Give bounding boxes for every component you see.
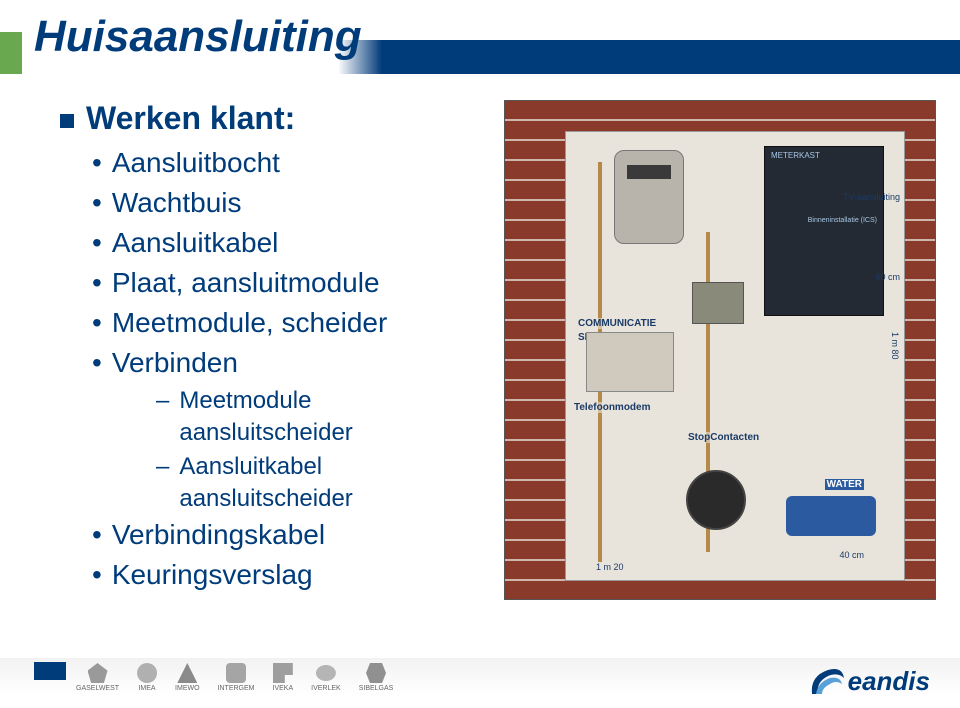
dot-bullet-icon: • xyxy=(92,145,102,181)
slide-title: Huisaansluiting xyxy=(34,12,362,62)
brand-name: eandis xyxy=(848,666,930,697)
partner-label: IMEWO xyxy=(175,685,200,692)
photo-annot-1m80: 1 m 80 xyxy=(890,332,900,360)
photo-label-communicatie: COMMUNICATIE xyxy=(576,318,658,329)
bullet-lvl3-text: Aansluitkabel aansluitscheider xyxy=(179,451,480,515)
dot-bullet-icon: • xyxy=(92,557,102,593)
brand-swoosh-icon xyxy=(808,664,846,698)
partner-logo: IMEWO xyxy=(175,663,200,692)
partner-icon xyxy=(366,663,386,683)
partner-logo: INTERGEM xyxy=(218,663,255,692)
footer-accent-block xyxy=(34,662,66,680)
partner-logo: GASELWEST xyxy=(76,663,119,692)
bullet-lvl2-text: Aansluitbocht xyxy=(112,145,280,181)
bullet-lvl1-text: Werken klant: xyxy=(86,100,295,137)
partner-icon xyxy=(273,663,293,683)
photo-label-stopcontacten: StopContacten xyxy=(686,432,761,443)
partner-label: SIBELGAS xyxy=(359,685,394,692)
bullet-lvl2: • Verbindingskabel xyxy=(92,517,480,553)
partner-icon xyxy=(226,663,246,683)
bullet-lvl3: –Meetmodule aansluitscheider xyxy=(156,385,480,449)
content-area: Werken klant: • Aansluitbocht • Wachtbuis … xyxy=(60,100,480,597)
partner-logo-row: GASELWEST IMEA IMEWO INTERGEM IVEKA IVER… xyxy=(76,663,393,692)
dash-bullet-icon: – xyxy=(156,451,169,483)
dot-bullet-icon: • xyxy=(92,265,102,301)
partner-label: IVEKA xyxy=(273,685,294,692)
bullet-lvl1: Werken klant: xyxy=(60,100,480,137)
dot-bullet-icon: • xyxy=(92,305,102,341)
junction-box xyxy=(686,470,746,530)
signal-box xyxy=(586,332,674,392)
bullet-lvl2: • Wachtbuis xyxy=(92,185,480,221)
photo-label-water: WATER xyxy=(825,479,864,490)
partner-icon xyxy=(316,663,336,683)
partner-label: IVERLEK xyxy=(311,685,341,692)
partner-icon xyxy=(137,663,157,683)
partner-label: INTERGEM xyxy=(218,685,255,692)
bullet-lvl2: • Plaat, aansluitmodule xyxy=(92,265,480,301)
photo-annot-tv: TV-aansluiting xyxy=(843,192,900,202)
bullet-lvl3: –Aansluitkabel aansluitscheider xyxy=(156,451,480,515)
bullet-lvl2-text: Wachtbuis xyxy=(112,185,242,221)
water-meter xyxy=(786,496,876,536)
bullet-lvl2: • Aansluitbocht xyxy=(92,145,480,181)
bullet-lvl2: • Meetmodule, scheider xyxy=(92,305,480,341)
bullet-lvl2-list: • Aansluitbocht • Wachtbuis • Aansluitkabel… xyxy=(92,145,480,593)
header-bar xyxy=(382,40,960,74)
bullet-lvl3-text: Meetmodule aansluitscheider xyxy=(179,385,480,449)
dash-bullet-icon: – xyxy=(156,385,169,417)
gas-meter xyxy=(614,150,684,244)
partner-icon xyxy=(177,663,197,683)
partner-icon xyxy=(88,663,108,683)
slide-header: Huisaansluiting xyxy=(0,10,960,80)
slide-footer: GASELWEST IMEA IMEWO INTERGEM IVEKA IVER… xyxy=(0,650,960,708)
installation-photo: METERKAST Binneninstallatie (ICS) COMMUN… xyxy=(504,100,936,600)
bullet-lvl2: • Keuringsverslag xyxy=(92,557,480,593)
bullet-lvl2-text: Keuringsverslag xyxy=(112,557,313,593)
partner-logo: IVERLEK xyxy=(311,663,341,692)
photo-label-telefoonmodem: Telefoonmodem xyxy=(572,402,652,413)
partner-label: GASELWEST xyxy=(76,685,119,692)
photo-annot-60cm: 60 cm xyxy=(875,272,900,282)
brand-logo: eandis xyxy=(808,664,930,698)
mounting-panel: METERKAST Binneninstallatie (ICS) COMMUN… xyxy=(565,131,905,581)
bullet-lvl2-text: Plaat, aansluitmodule xyxy=(112,265,380,301)
header-accent-green xyxy=(0,32,22,74)
dot-bullet-icon: • xyxy=(92,225,102,261)
bullet-lvl2-text: Meetmodule, scheider xyxy=(112,305,387,341)
bullet-lvl2-text: Aansluitkabel xyxy=(112,225,279,261)
dot-bullet-icon: • xyxy=(92,185,102,221)
photo-annot-40cm: 40 cm xyxy=(839,550,864,560)
dot-bullet-icon: • xyxy=(92,517,102,553)
dot-bullet-icon: • xyxy=(92,345,102,381)
bullet-lvl2-text: Verbindingskabel xyxy=(112,517,325,553)
bullet-lvl2: • Verbinden xyxy=(92,345,480,381)
photo-annot-1m20: 1 m 20 xyxy=(596,562,624,572)
partner-label: IMEA xyxy=(138,685,155,692)
meter-cabinet: METERKAST Binneninstallatie (ICS) xyxy=(764,146,884,316)
small-device xyxy=(692,282,744,324)
bullet-lvl3-list: –Meetmodule aansluitscheider –Aansluitka… xyxy=(156,385,480,515)
bullet-lvl2-text: Verbinden xyxy=(112,345,238,381)
partner-logo: IMEA xyxy=(137,663,157,692)
photo-label-meterkast: METERKAST xyxy=(771,151,820,160)
slide: Huisaansluiting Werken klant: • Aansluitb… xyxy=(0,0,960,708)
bullet-lvl2: • Aansluitkabel xyxy=(92,225,480,261)
photo-label-binneninstallatie: Binneninstallatie (ICS) xyxy=(808,217,877,224)
partner-logo: SIBELGAS xyxy=(359,663,394,692)
square-bullet-icon xyxy=(60,114,74,128)
partner-logo: IVEKA xyxy=(273,663,294,692)
